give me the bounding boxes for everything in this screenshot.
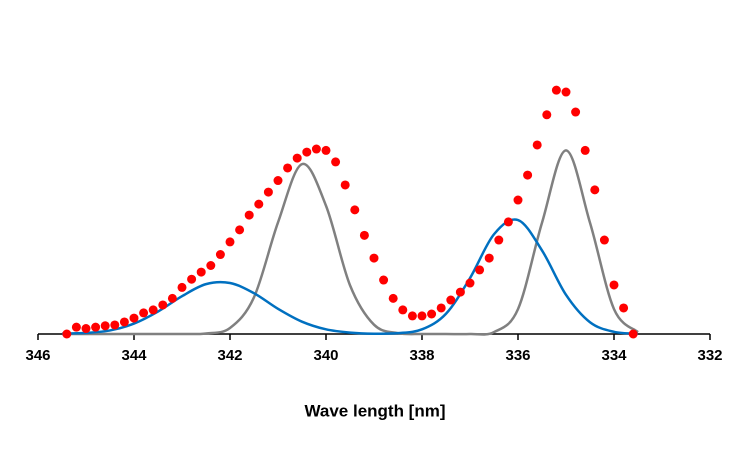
data-point xyxy=(599,235,609,245)
data-point xyxy=(81,324,91,334)
data-point xyxy=(302,147,312,157)
data-point xyxy=(187,274,197,284)
data-point xyxy=(427,309,437,319)
data-point xyxy=(225,237,235,247)
data-point xyxy=(321,145,331,155)
data-point xyxy=(446,295,456,305)
fit-curve xyxy=(61,218,639,336)
data-point xyxy=(273,176,283,186)
data-point xyxy=(283,163,293,173)
data-point xyxy=(494,235,504,245)
data-point xyxy=(100,321,110,331)
data-point xyxy=(503,217,513,227)
data-point xyxy=(379,275,389,285)
x-tick-label: 344 xyxy=(121,347,147,364)
data-point xyxy=(388,293,398,303)
data-point xyxy=(254,199,264,209)
data-point xyxy=(110,320,120,330)
data-point xyxy=(167,293,177,303)
data-point xyxy=(609,280,619,290)
x-tick-label: 336 xyxy=(505,347,530,364)
x-tick-label: 340 xyxy=(313,347,338,364)
x-axis-label: Wave length [nm] xyxy=(304,401,445,420)
data-point xyxy=(619,303,629,313)
data-point xyxy=(407,311,417,321)
data-point xyxy=(523,170,533,180)
data-point xyxy=(177,282,187,292)
data-point xyxy=(119,317,129,327)
data-point xyxy=(513,195,523,205)
x-tick-label: 346 xyxy=(25,347,50,364)
data-point xyxy=(359,230,369,240)
data-point xyxy=(590,185,600,195)
data-point xyxy=(91,322,101,332)
data-point xyxy=(542,110,552,120)
fit-curve xyxy=(62,149,639,336)
data-point xyxy=(311,144,321,154)
data-point xyxy=(561,87,571,97)
data-point xyxy=(436,303,446,313)
x-tick-label: 338 xyxy=(409,347,434,364)
x-tick-label: 342 xyxy=(217,347,242,364)
data-point xyxy=(71,322,81,332)
data-point xyxy=(484,253,494,263)
data-point xyxy=(350,205,360,215)
data-point xyxy=(532,140,542,150)
x-tick-label: 334 xyxy=(601,347,627,364)
data-point xyxy=(580,145,590,155)
data-point xyxy=(62,329,72,339)
data-point xyxy=(206,261,216,270)
data-point xyxy=(129,313,139,323)
data-point xyxy=(244,210,254,220)
x-tick-label: 332 xyxy=(697,347,722,364)
data-point xyxy=(369,253,379,263)
data-point xyxy=(551,85,561,95)
data-point xyxy=(139,308,149,318)
data-point xyxy=(235,225,245,235)
data-point xyxy=(628,329,638,339)
data-point xyxy=(292,153,302,163)
data-point xyxy=(340,180,350,190)
data-point xyxy=(331,157,341,167)
data-point xyxy=(475,265,485,275)
data-point xyxy=(148,305,158,315)
data-point xyxy=(263,187,273,197)
data-point xyxy=(417,311,427,321)
data-point xyxy=(215,250,225,260)
data-point xyxy=(465,278,475,288)
data-point xyxy=(196,267,206,277)
data-point xyxy=(158,300,168,310)
data-point xyxy=(455,287,465,297)
data-point xyxy=(398,305,408,315)
data-point xyxy=(571,107,581,117)
